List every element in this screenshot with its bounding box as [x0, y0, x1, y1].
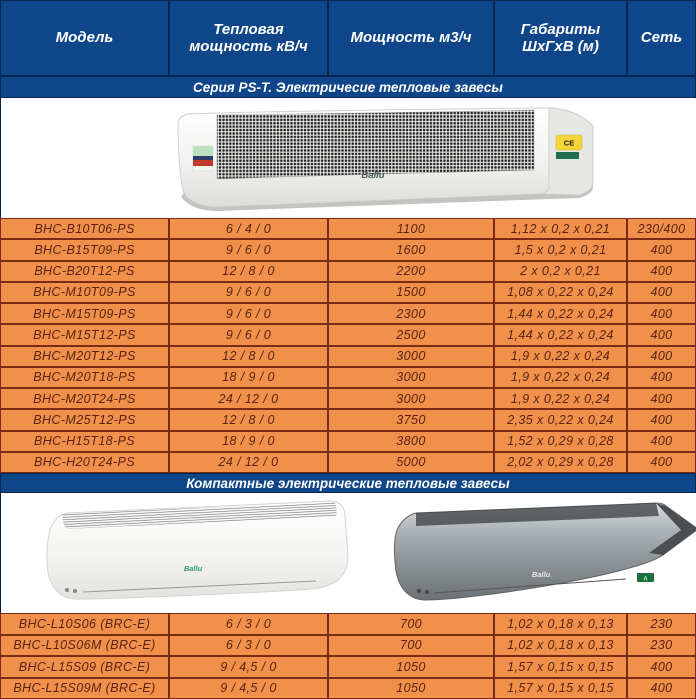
svg-text:A: A — [643, 576, 648, 582]
svg-text:Ballu: Ballu — [532, 570, 551, 579]
svg-text:Ballu: Ballu — [184, 564, 203, 573]
svg-text:Ballu: Ballu — [361, 170, 384, 181]
svg-text:CE: CE — [564, 139, 574, 148]
